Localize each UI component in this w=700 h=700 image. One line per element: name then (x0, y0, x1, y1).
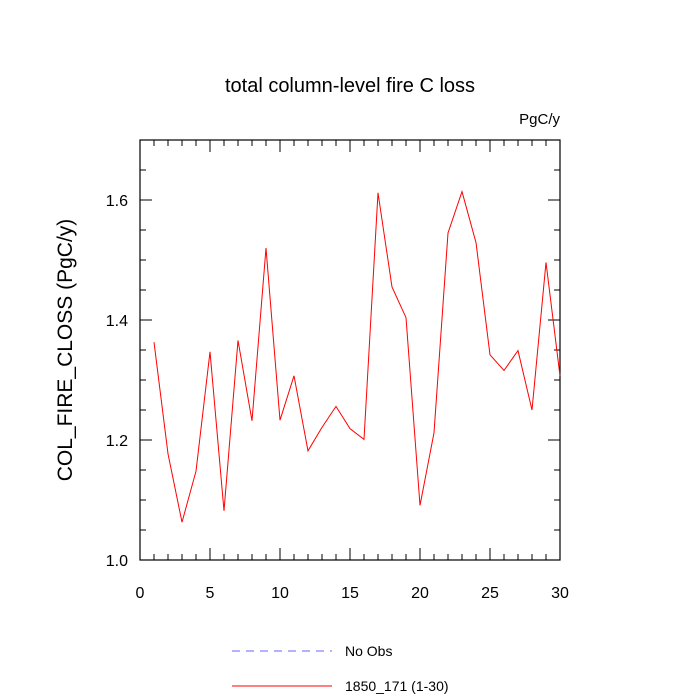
y-tick-label: 1.4 (106, 313, 128, 330)
x-tick-label: 20 (411, 585, 429, 602)
x-tick-label: 25 (481, 585, 499, 602)
chart-title: total column-level fire C loss (225, 75, 475, 97)
y-tick-label: 1.6 (106, 193, 128, 210)
y-axis-label: COL_FIRE_CLOSS (PgC/y) (54, 219, 77, 482)
units-label: PgC/y (519, 111, 560, 128)
x-tick-label: 15 (341, 585, 359, 602)
series-line (153, 189, 561, 523)
legend-label: No Obs (345, 643, 392, 659)
series-layer (153, 189, 561, 523)
x-tick-label: 0 (136, 585, 145, 602)
x-tick-label: 10 (271, 585, 289, 602)
plot-frame (139, 139, 561, 561)
axis-tick-labels: 0 5 10 15 20 25 30 1.0 1.2 1.4 1.6 (106, 193, 569, 602)
y-tick-label: 1.2 (106, 433, 128, 450)
legend: No Obs 1850_171 (1-30) (232, 643, 449, 694)
y-tick-label: 1.0 (106, 553, 128, 570)
legend-label: 1850_171 (1-30) (345, 678, 449, 694)
x-tick-label: 5 (206, 585, 215, 602)
axis-ticks (139, 139, 561, 561)
x-tick-label: 30 (551, 585, 569, 602)
